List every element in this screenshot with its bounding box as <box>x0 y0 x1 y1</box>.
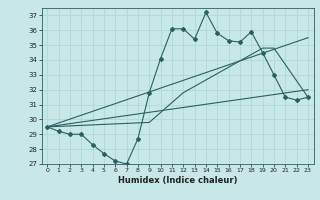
X-axis label: Humidex (Indice chaleur): Humidex (Indice chaleur) <box>118 176 237 185</box>
